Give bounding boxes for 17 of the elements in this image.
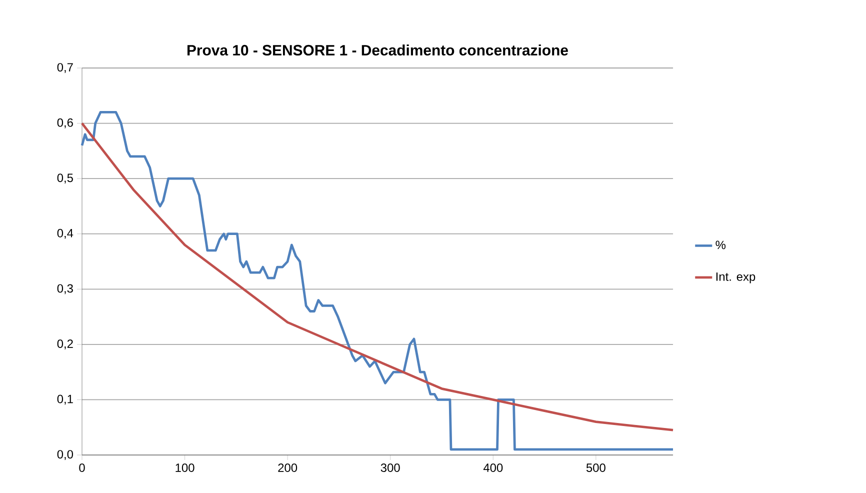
chart-title: Prova 10 - SENSORE 1 - Decadimento concentrazione — [187, 44, 568, 56]
y-tick-label: 0,0 — [57, 450, 74, 460]
legend-label: % — [716, 240, 726, 250]
x-tick-label: 0 — [79, 464, 85, 472]
y-tick-label: 0,7 — [57, 63, 73, 73]
x-tick-label: 400 — [483, 464, 503, 472]
y-tick-label: 0,6 — [57, 118, 73, 128]
x-tick-label: 100 — [176, 464, 194, 472]
y-tick-label: 0,3 — [57, 284, 73, 294]
y-tick-label: 0,4 — [57, 228, 74, 239]
y-tick-label: 0,2 — [57, 339, 73, 350]
legend-label: Int. exp — [716, 272, 756, 284]
x-tick-label: 500 — [586, 464, 606, 472]
x-tick-label: 200 — [278, 464, 298, 472]
y-tick-label: 0,5 — [57, 174, 73, 184]
x-tick-label: 300 — [380, 464, 400, 472]
y-tick-label: 0,1 — [57, 394, 73, 405]
